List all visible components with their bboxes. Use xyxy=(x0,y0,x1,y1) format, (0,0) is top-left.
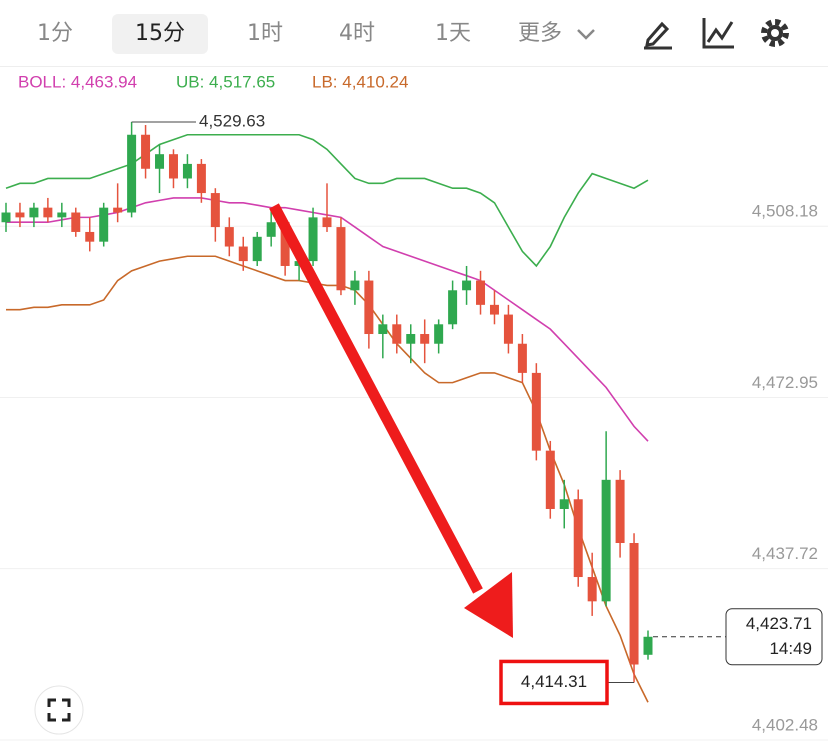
tab[interactable]: 1时 xyxy=(247,21,283,46)
candle-body xyxy=(378,324,388,335)
candle-body xyxy=(266,222,276,237)
candle-body xyxy=(252,236,262,262)
candle-body xyxy=(629,543,639,665)
candle-body xyxy=(517,343,527,373)
candle-body xyxy=(573,499,583,578)
candle-body xyxy=(85,231,95,242)
fullscreen-button[interactable] xyxy=(34,685,84,735)
candle-body xyxy=(196,163,206,194)
candle-body xyxy=(434,324,444,344)
candle-body xyxy=(210,193,220,228)
y-tick-label: 4,508.18 xyxy=(752,202,818,221)
chevron[interactable] xyxy=(574,24,598,44)
chart: 4,402.48 4,437.72 4,472.95 4,508.18 BOLL: 4… xyxy=(0,72,828,741)
candle-body xyxy=(322,217,332,228)
legend-entry: UB: 4,517.65 xyxy=(176,72,275,91)
legend-entry: BOLL: 4,463.94 xyxy=(18,72,137,91)
candle-body xyxy=(503,314,513,344)
candle-body xyxy=(336,227,346,291)
candle-body xyxy=(15,212,25,218)
candle-body xyxy=(1,212,11,223)
candle-body xyxy=(113,207,123,213)
y-tick-label: 4,472.95 xyxy=(752,373,818,392)
settings-icon[interactable] xyxy=(758,16,792,50)
fullscreen-icon xyxy=(47,698,71,722)
toolbar: 1分 15分 1时 4时 1天 更多 xyxy=(0,0,828,67)
candle-body xyxy=(392,324,402,344)
low-marker-box xyxy=(499,659,609,706)
candle-body xyxy=(601,479,611,602)
candle-body xyxy=(615,479,625,544)
tab[interactable]: 1天 xyxy=(435,21,471,46)
candle-body xyxy=(127,134,137,213)
candle-body xyxy=(559,499,569,509)
candle-body xyxy=(643,636,653,655)
candle-body xyxy=(182,163,192,179)
bollinger-line xyxy=(6,255,649,703)
candle-body xyxy=(71,212,81,232)
candle-body xyxy=(448,290,458,325)
candle-body xyxy=(462,280,472,291)
candle-body xyxy=(280,222,290,266)
candle-body xyxy=(350,280,360,291)
y-tick-label: 4,437.72 xyxy=(752,544,818,563)
tab[interactable]: 4时 xyxy=(339,21,375,46)
candle-body xyxy=(155,154,165,169)
candle-body xyxy=(57,212,67,218)
bollinger-line xyxy=(5,133,649,268)
tab[interactable]: 15分 xyxy=(112,14,208,54)
last-price-box xyxy=(725,608,823,666)
more-tab[interactable]: 更多 xyxy=(517,21,562,46)
candle-body xyxy=(99,207,109,242)
draw-icon[interactable] xyxy=(640,16,674,50)
candle-body xyxy=(141,134,151,169)
last-price-time: 14:49 xyxy=(769,639,812,658)
tab[interactable]: 1分 xyxy=(37,21,73,46)
candle-body xyxy=(489,304,499,315)
candle-body xyxy=(587,577,597,602)
indicator-icon[interactable] xyxy=(700,16,736,50)
candle-body xyxy=(545,450,555,509)
candle-body xyxy=(406,334,416,344)
last-price-label: 4,423.71 xyxy=(746,614,812,633)
trend-arrow-head xyxy=(464,572,513,638)
candle-body xyxy=(224,227,234,247)
trend-arrow xyxy=(269,203,483,594)
y-tick-label: 4,402.48 xyxy=(752,715,818,734)
candle-body xyxy=(168,154,178,179)
candle-body xyxy=(29,207,39,218)
candle-body xyxy=(531,372,541,451)
candle-body xyxy=(420,334,430,344)
candle-body xyxy=(308,217,318,262)
candle-body xyxy=(43,207,53,218)
legend-entry: LB: 4,410.24 xyxy=(312,72,408,91)
low-marker-label: 4,414.31 xyxy=(521,672,587,691)
candle-body xyxy=(364,280,374,335)
candle-body xyxy=(476,280,486,305)
high-marker-label: 4,529.63 xyxy=(199,111,265,130)
candle-body xyxy=(238,246,248,262)
